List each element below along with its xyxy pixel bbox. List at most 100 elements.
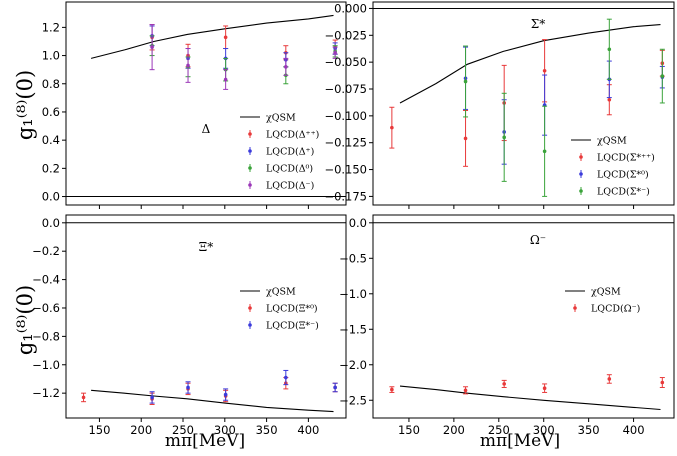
legend-label: χQSM xyxy=(266,287,296,298)
data-point xyxy=(223,35,228,40)
legend-marker-dot xyxy=(248,306,252,310)
data-point xyxy=(607,97,612,102)
series-red xyxy=(389,374,665,395)
x-tick-label: 300 xyxy=(533,423,555,437)
data-point xyxy=(542,149,547,154)
legend: χQSM LQCD(Ω⁻) xyxy=(565,287,640,315)
data-point xyxy=(390,125,394,130)
data-point xyxy=(150,395,154,400)
chiqsm-curve xyxy=(90,14,334,59)
legend-label: LQCD(Σ*⁻) xyxy=(597,187,650,198)
y-tick-label: −1.2 xyxy=(32,386,60,400)
legend-marker-dot xyxy=(579,172,583,176)
y-tick-label: 0.0 xyxy=(349,216,367,230)
legend-label: LQCD(Σ*⁰) xyxy=(597,170,649,181)
series-red xyxy=(81,377,338,406)
legend-label: LQCD(Δ⁰) xyxy=(266,164,313,175)
x-tick-label: 250 xyxy=(172,423,194,437)
panel-bottom-left: 0.0 −0.2 −0.4 −0.6 −0.8 −1.0 −1.2 150 200 250 300 3… xyxy=(32,214,347,437)
x-axis-title-left: mπ[MeV] xyxy=(165,431,245,451)
data-point xyxy=(463,79,468,84)
panel-top-right: 0.000 −0.025 −0.050 −0.075 −0.100 −0.125 −0.15… xyxy=(324,1,675,209)
y-tick-label: 0.2 xyxy=(42,161,60,175)
x-tick-label: 200 xyxy=(443,423,465,437)
data-point xyxy=(502,135,506,140)
series-blue xyxy=(149,25,338,69)
x-tick-label: 300 xyxy=(214,423,236,437)
panel-label: Σ* xyxy=(531,17,545,31)
legend-marker-dot xyxy=(248,132,252,136)
y-tick-label: −0.5 xyxy=(339,251,367,265)
y-tick-label: −0.125 xyxy=(324,136,367,150)
series-green xyxy=(463,18,665,197)
legend-label: LQCD(Ω⁻) xyxy=(591,304,640,315)
x-tick-label: 350 xyxy=(256,423,278,437)
data-point xyxy=(150,45,154,49)
panel-label: Ξ* xyxy=(199,240,213,254)
panel-label: Δ xyxy=(202,122,211,136)
y-tick-label: −0.8 xyxy=(32,329,60,343)
y-tick-label: 0.8 xyxy=(42,77,60,91)
data-point xyxy=(542,68,547,73)
data-point xyxy=(284,65,288,69)
series-purple xyxy=(149,24,338,90)
series-blue xyxy=(149,369,338,404)
data-point xyxy=(284,375,288,380)
y-tick-label: −2.0 xyxy=(339,358,367,372)
y-axis-title-bottom: g₁⁽⁸⁾(0) xyxy=(13,285,37,355)
y-tick-label: −0.4 xyxy=(32,273,60,287)
data-point xyxy=(186,63,190,68)
y-tick-label: −0.025 xyxy=(324,28,367,42)
legend-label: LQCD(Δ⁻) xyxy=(266,181,314,192)
legend-marker-dot xyxy=(579,189,583,193)
data-point xyxy=(333,50,337,55)
data-point xyxy=(607,377,612,381)
data-point xyxy=(463,136,468,141)
x-tick-label: 400 xyxy=(623,423,645,437)
y-tick-label: −1.0 xyxy=(32,358,60,372)
data-point xyxy=(186,385,190,390)
legend-label: χQSM xyxy=(597,136,627,147)
data-point xyxy=(660,380,665,385)
y-tick-label: 1.2 xyxy=(42,20,60,34)
data-point xyxy=(81,395,86,400)
series-blue xyxy=(463,46,665,165)
chiqsm-curve xyxy=(399,24,661,104)
y-tick-label: −2.5 xyxy=(339,393,367,407)
data-point xyxy=(542,386,547,390)
y-tick-label: −0.100 xyxy=(324,109,367,123)
legend-marker-dot xyxy=(248,166,252,170)
data-point xyxy=(390,387,394,392)
x-tick-label: 150 xyxy=(398,423,420,437)
legend-label: LQCD(Δ⁺) xyxy=(266,147,314,158)
legend-marker-dot xyxy=(248,149,252,153)
legend-label: LQCD(Ξ*⁻) xyxy=(266,321,319,332)
y-tick-label: −0.6 xyxy=(32,301,60,315)
x-tick-label: 350 xyxy=(578,423,600,437)
y-axis-title-top: g₁⁽⁸⁾(0) xyxy=(13,70,37,140)
chiqsm-curve xyxy=(91,389,334,413)
y-tick-label: 1.0 xyxy=(42,49,60,63)
legend-label: χQSM xyxy=(591,287,621,298)
legend: χQSM LQCD(Ξ*⁰) LQCD(Ξ*⁻) xyxy=(240,287,319,332)
panel-label: Ω⁻ xyxy=(530,233,546,247)
plot-frame xyxy=(372,1,675,206)
plot-frame xyxy=(65,1,347,206)
legend-marker-dot xyxy=(579,155,583,159)
y-tick-label: −1.5 xyxy=(339,322,367,336)
x-tick-label: 250 xyxy=(488,423,510,437)
legend: χQSM LQCD(Δ⁺⁺) LQCD(Δ⁺) LQCD(Δ⁰) LQCD(Δ⁻) xyxy=(240,113,319,192)
panel-bottom-right: 0.0 −0.5 −1.0 −1.5 −2.0 −2.5 150 200 250 300 350 40… xyxy=(339,214,675,437)
plot-frame xyxy=(65,214,347,419)
legend-marker-dot xyxy=(248,183,252,187)
y-tick-label: −0.150 xyxy=(324,163,367,177)
x-axis-title-right: mπ[MeV] xyxy=(480,431,560,451)
legend-label: LQCD(Σ*⁺⁺) xyxy=(597,153,655,164)
data-point xyxy=(502,382,506,386)
legend-marker-dot xyxy=(573,306,577,310)
y-tick-label: 0.0 xyxy=(42,216,60,230)
data-point xyxy=(463,388,468,393)
y-tick-label: −0.075 xyxy=(324,82,367,96)
